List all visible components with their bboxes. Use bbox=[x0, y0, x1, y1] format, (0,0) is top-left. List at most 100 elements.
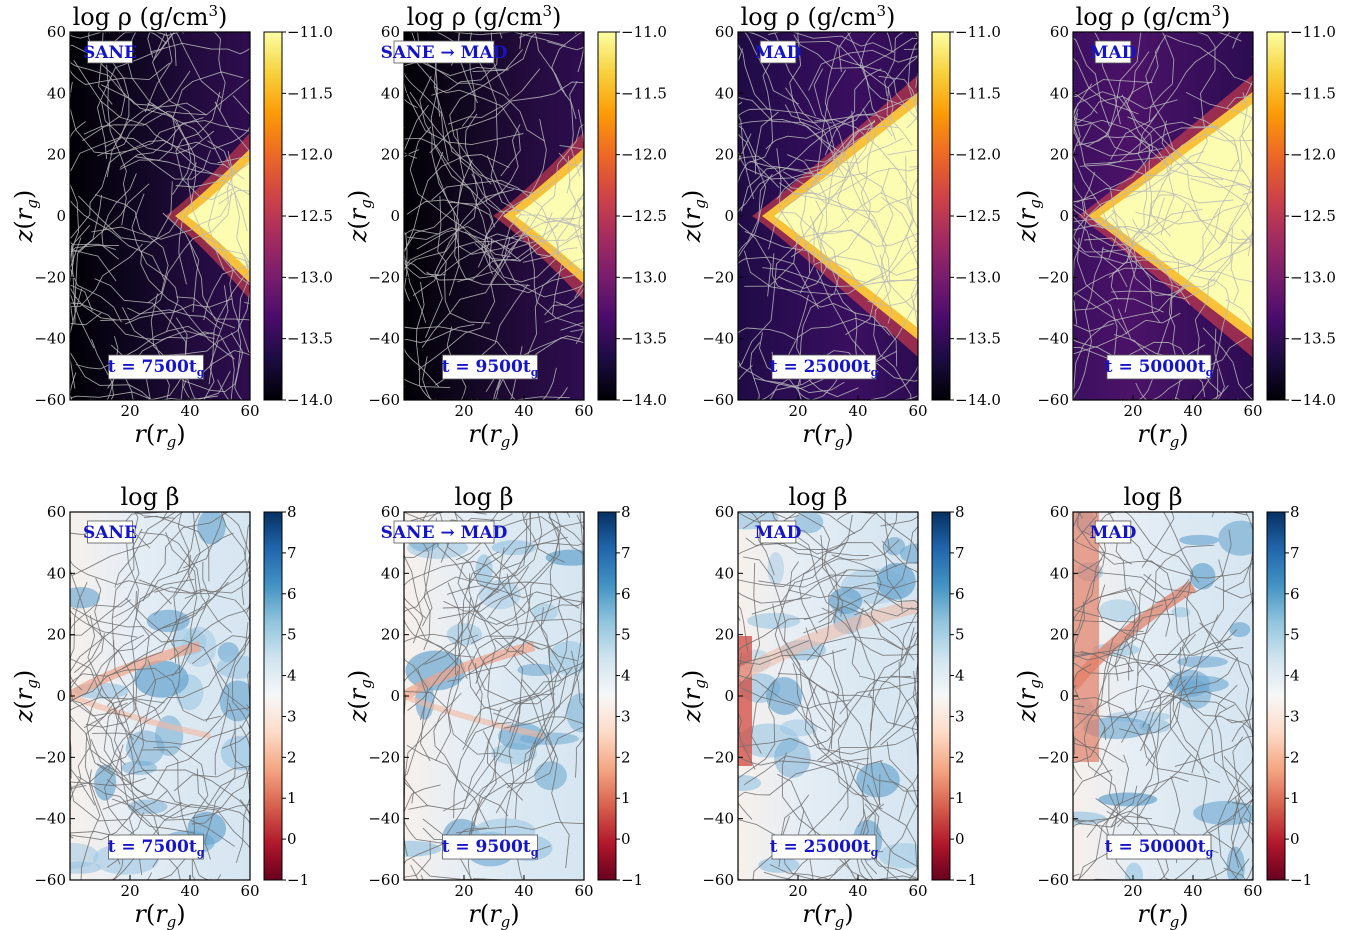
streamline bbox=[1148, 194, 1253, 240]
streamline bbox=[1073, 533, 1107, 706]
streamline bbox=[777, 673, 836, 761]
x-tick-label: 20 bbox=[454, 882, 473, 900]
streamline bbox=[1084, 237, 1187, 296]
x-tick-label: 20 bbox=[1123, 402, 1142, 420]
streamline bbox=[778, 161, 918, 201]
streamline bbox=[762, 267, 918, 288]
x-tick-label: 40 bbox=[848, 402, 867, 420]
streamline bbox=[738, 108, 876, 180]
streamline bbox=[409, 126, 511, 258]
colorbar-tick-label: −14.0 bbox=[955, 391, 1001, 409]
panel-field bbox=[404, 512, 584, 880]
streamline bbox=[171, 599, 250, 677]
x-tick-label: 20 bbox=[120, 402, 139, 420]
streamline bbox=[1073, 247, 1104, 400]
streamline bbox=[70, 60, 170, 85]
panel-field bbox=[738, 512, 918, 880]
streamline bbox=[120, 120, 250, 178]
streamline bbox=[1073, 281, 1128, 335]
y-axis-label: z(rg) bbox=[10, 670, 41, 724]
streamline bbox=[207, 150, 233, 271]
y-tick-label: 20 bbox=[381, 146, 400, 164]
y-tick-label: −40 bbox=[368, 330, 400, 348]
streamline bbox=[431, 50, 498, 96]
streamline bbox=[1080, 123, 1120, 259]
streamline bbox=[1073, 512, 1129, 544]
streamline bbox=[1073, 83, 1161, 324]
streamline bbox=[1241, 229, 1253, 308]
streamline bbox=[1073, 708, 1125, 763]
x-axis-label: r(rg) bbox=[1137, 420, 1188, 451]
streamline bbox=[449, 49, 523, 185]
x-tick-label: 60 bbox=[1243, 402, 1262, 420]
time-label-box bbox=[1106, 354, 1212, 380]
streamline bbox=[533, 367, 557, 400]
streamline bbox=[437, 195, 491, 324]
streamline bbox=[738, 327, 796, 354]
streamline bbox=[453, 722, 512, 819]
streamline bbox=[769, 512, 870, 556]
streamline bbox=[779, 539, 900, 605]
streamline bbox=[1073, 99, 1164, 155]
colorbar-tick-label: 1 bbox=[955, 789, 965, 807]
streamline bbox=[421, 220, 584, 348]
streamline bbox=[866, 197, 918, 307]
colorbar-tick-label: 3 bbox=[287, 707, 297, 725]
y-tick-label: 40 bbox=[381, 84, 400, 102]
beta-high-region bbox=[404, 840, 442, 857]
streamline bbox=[738, 80, 780, 189]
streamline bbox=[880, 716, 918, 749]
beta-high-region bbox=[1166, 675, 1229, 694]
streamline bbox=[1073, 113, 1085, 217]
state-label-box bbox=[1094, 40, 1132, 64]
streamline bbox=[70, 208, 117, 282]
streamline bbox=[111, 798, 208, 880]
beta-high-region bbox=[491, 540, 537, 556]
streamline bbox=[493, 512, 584, 724]
colorbar-tick-label: −12.0 bbox=[621, 146, 667, 164]
streamline bbox=[906, 130, 918, 205]
streamline bbox=[738, 580, 812, 604]
streamline bbox=[1073, 211, 1116, 239]
streamline bbox=[1193, 747, 1253, 844]
streamline bbox=[544, 310, 584, 323]
streamline bbox=[70, 121, 86, 325]
streamline bbox=[738, 32, 832, 124]
colorbar-tick-label: −12.0 bbox=[287, 146, 333, 164]
streamline bbox=[1077, 237, 1118, 372]
x-tick-label: 60 bbox=[240, 882, 259, 900]
y-tick-label: −60 bbox=[368, 391, 400, 409]
streamline bbox=[792, 663, 827, 732]
streamline bbox=[490, 591, 584, 676]
beta-high-region bbox=[1229, 622, 1251, 638]
beta-high-region bbox=[1176, 656, 1228, 668]
streamline bbox=[738, 727, 883, 810]
streamline bbox=[821, 607, 918, 656]
streamline bbox=[404, 633, 556, 704]
streamline bbox=[169, 581, 229, 661]
y-tick-label: −40 bbox=[368, 810, 400, 828]
streamline bbox=[838, 32, 855, 73]
time-subscript: g bbox=[871, 366, 879, 379]
streamline bbox=[456, 128, 575, 223]
streamline bbox=[519, 32, 550, 50]
streamline bbox=[153, 32, 250, 61]
streamline bbox=[70, 288, 152, 400]
streamline bbox=[1076, 32, 1146, 146]
streamline bbox=[1172, 691, 1244, 872]
streamline bbox=[144, 32, 173, 113]
colorbar-tick-label: 3 bbox=[1290, 707, 1300, 725]
y-tick-label: 0 bbox=[390, 207, 400, 225]
streamline bbox=[108, 676, 191, 807]
streamline bbox=[738, 34, 820, 131]
colorbar-tick-label: −1 bbox=[621, 871, 643, 889]
streamline bbox=[154, 586, 250, 645]
streamline bbox=[532, 514, 584, 543]
streamline bbox=[94, 278, 187, 400]
y-tick-label: 0 bbox=[390, 687, 400, 705]
streamline bbox=[404, 323, 475, 348]
streamline bbox=[113, 640, 145, 876]
streamline bbox=[1073, 156, 1104, 229]
streamline bbox=[558, 152, 584, 207]
streamline bbox=[907, 32, 918, 168]
